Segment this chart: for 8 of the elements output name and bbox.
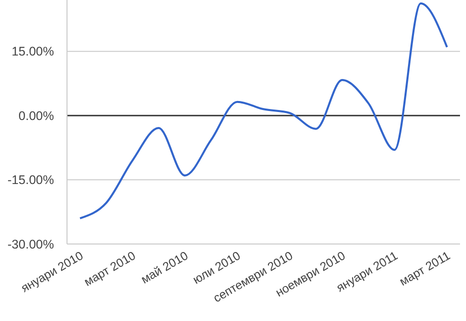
y-tick-label: -30.00% xyxy=(7,237,54,252)
x-tick-label: март 2011 xyxy=(397,248,453,289)
line-series xyxy=(79,2,448,220)
x-tick-label: май 2010 xyxy=(138,248,191,286)
y-tick-label: 15.00% xyxy=(12,44,54,59)
y-tick-label: 0.00% xyxy=(18,108,54,123)
x-tick-label: март 2010 xyxy=(82,248,138,290)
y-tick-label: -15.00% xyxy=(7,173,54,188)
